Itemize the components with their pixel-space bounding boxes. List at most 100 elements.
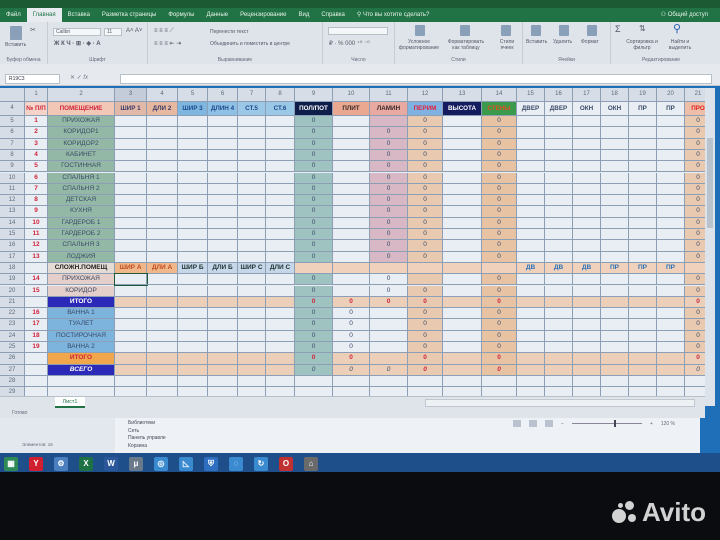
font-size-select[interactable]: 11 xyxy=(104,28,122,36)
cell[interactable] xyxy=(443,308,482,320)
cell[interactable]: 4 xyxy=(25,149,48,162)
cell[interactable]: 12 xyxy=(25,240,48,252)
cell[interactable] xyxy=(443,138,482,150)
cell[interactable]: ПР xyxy=(629,262,657,275)
cell[interactable] xyxy=(178,274,208,286)
cell[interactable]: 0 xyxy=(370,172,408,184)
cell[interactable] xyxy=(178,342,208,354)
cell[interactable] xyxy=(629,330,657,342)
cell[interactable]: ГАРДЕРОБ 1 xyxy=(48,217,115,229)
cell[interactable]: 7 xyxy=(25,183,48,196)
row-header[interactable]: 15 xyxy=(0,229,25,241)
cell[interactable] xyxy=(573,127,601,139)
cell[interactable] xyxy=(147,206,178,218)
cell[interactable] xyxy=(657,206,685,218)
cell[interactable]: ВСЕГО xyxy=(48,364,115,376)
cell[interactable]: 0 xyxy=(408,149,443,162)
cell[interactable] xyxy=(545,195,573,207)
cell[interactable] xyxy=(517,251,545,263)
cell[interactable] xyxy=(517,342,545,354)
cell[interactable]: 0 xyxy=(370,296,408,309)
cell[interactable]: ИТОГО xyxy=(48,296,115,309)
cell[interactable] xyxy=(115,296,147,309)
cell[interactable]: 0 xyxy=(685,161,705,173)
column-header[interactable]: 14 xyxy=(482,88,517,102)
cell[interactable] xyxy=(208,285,238,297)
cell[interactable] xyxy=(443,319,482,331)
column-title[interactable]: ОКН xyxy=(573,102,601,116)
column-title[interactable]: ПР xyxy=(629,102,657,116)
cell[interactable] xyxy=(178,229,208,241)
cell[interactable] xyxy=(266,296,295,309)
row-header[interactable]: 28 xyxy=(0,375,25,388)
row-header[interactable]: 10 xyxy=(0,172,25,184)
cell[interactable]: 0 xyxy=(295,364,333,376)
column-header[interactable]: 13 xyxy=(443,88,482,102)
cell[interactable] xyxy=(333,195,370,207)
cell[interactable] xyxy=(178,308,208,320)
cell[interactable] xyxy=(208,229,238,241)
cell[interactable] xyxy=(147,319,178,331)
cell[interactable] xyxy=(629,206,657,218)
number-format-select[interactable] xyxy=(328,27,388,35)
cell[interactable] xyxy=(517,319,545,331)
cell[interactable] xyxy=(147,127,178,139)
cell[interactable] xyxy=(408,375,443,388)
cell[interactable] xyxy=(573,364,601,376)
wrap-text-button[interactable]: Перенести текст xyxy=(210,29,249,35)
row-header[interactable]: 9 xyxy=(0,161,25,173)
cell[interactable] xyxy=(545,138,573,150)
cell[interactable] xyxy=(238,251,266,263)
tab-review[interactable]: Рецензирование xyxy=(240,12,287,18)
cell[interactable]: 3 xyxy=(25,138,48,150)
cell[interactable] xyxy=(147,387,178,396)
cell[interactable] xyxy=(178,116,208,128)
cell[interactable] xyxy=(266,138,295,150)
cell[interactable] xyxy=(266,127,295,139)
cell[interactable]: ТУАЛЕТ xyxy=(48,319,115,331)
cell[interactable] xyxy=(266,285,295,297)
cell[interactable]: 0 xyxy=(685,149,705,162)
cell[interactable]: 0 xyxy=(408,240,443,252)
cell[interactable]: 0 xyxy=(408,330,443,342)
column-header[interactable]: 2 xyxy=(48,88,115,102)
tab-file[interactable]: Файл xyxy=(6,12,21,18)
cell[interactable] xyxy=(115,364,147,376)
cell[interactable] xyxy=(266,342,295,354)
cell[interactable] xyxy=(147,330,178,342)
cell[interactable]: 0 xyxy=(685,296,705,309)
row-header[interactable]: 17 xyxy=(0,251,25,263)
insert-cells-button[interactable]: Вставить xyxy=(526,39,548,45)
tab-formulas[interactable]: Формулы xyxy=(168,12,195,18)
cell[interactable] xyxy=(147,375,178,388)
cell[interactable] xyxy=(657,308,685,320)
cell[interactable] xyxy=(573,387,601,396)
cell[interactable]: ГАРДЕРОБ 2 xyxy=(48,229,115,241)
cell[interactable] xyxy=(147,138,178,150)
cell[interactable] xyxy=(115,183,147,196)
cell[interactable] xyxy=(333,240,370,252)
column-header[interactable]: 21 xyxy=(685,88,705,102)
cell[interactable] xyxy=(266,161,295,173)
cell[interactable] xyxy=(266,353,295,365)
cell[interactable] xyxy=(208,127,238,139)
cell[interactable] xyxy=(295,375,333,388)
cell[interactable]: ПР xyxy=(657,262,685,275)
cell[interactable] xyxy=(657,274,685,286)
cell[interactable] xyxy=(333,183,370,196)
column-header[interactable]: 5 xyxy=(178,88,208,102)
cell[interactable] xyxy=(238,172,266,184)
column-header[interactable]: 9 xyxy=(295,88,333,102)
cell[interactable] xyxy=(573,296,601,309)
row-header[interactable]: 18 xyxy=(0,262,25,275)
column-title[interactable]: ШИР 3 xyxy=(178,102,208,116)
cell[interactable] xyxy=(573,274,601,286)
cell[interactable]: 0 xyxy=(482,285,517,297)
cell[interactable] xyxy=(629,127,657,139)
cell[interactable]: КОРИДОР1 xyxy=(48,127,115,139)
cell[interactable] xyxy=(517,172,545,184)
cell[interactable] xyxy=(601,183,629,196)
cell[interactable] xyxy=(601,387,629,396)
cell[interactable] xyxy=(601,319,629,331)
cell[interactable] xyxy=(147,229,178,241)
